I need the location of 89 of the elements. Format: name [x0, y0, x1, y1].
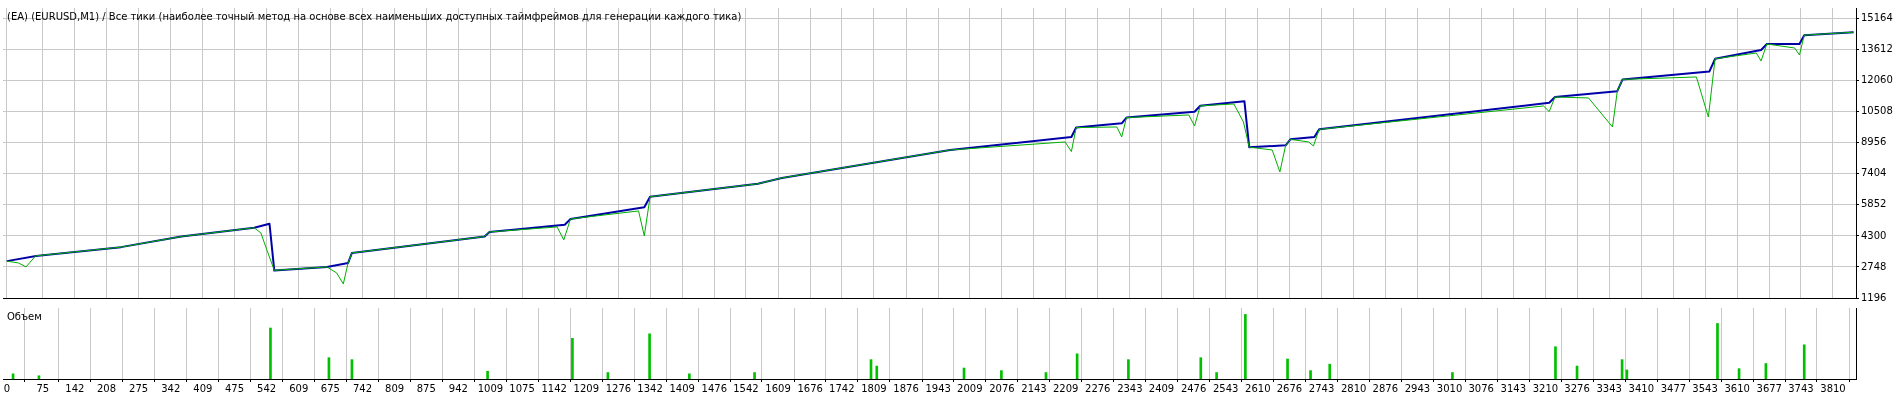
x-tick-label: 2876: [1372, 382, 1399, 394]
x-tick-label: 3543: [1692, 382, 1718, 394]
chart-title: (EA) (EURUSD,M1) / Все тики (наиболее точный метод на основе всех наименьших доступных таймфреймов для генерации каждого тика): [7, 10, 742, 22]
bar: [1554, 346, 1557, 379]
x-tick-label: 1142: [541, 382, 567, 394]
bar: [875, 365, 879, 379]
x-tick-label: 1876: [893, 382, 919, 394]
x-tick-label: 2676: [1276, 382, 1303, 394]
x-tick-label: 3810: [1820, 382, 1846, 394]
y-tick-label: 2748: [1861, 260, 1887, 272]
x-tick-label: 2810: [1340, 382, 1367, 394]
bar: [1127, 359, 1130, 379]
x-tick-label: 1809: [861, 382, 887, 394]
x-tick-label: 2343: [1117, 382, 1143, 394]
x-tick-label: 2543: [1212, 382, 1239, 394]
y-tick-label: 8956: [1861, 136, 1887, 148]
chart-title: Объем: [7, 310, 42, 322]
x-tick-label: 1409: [669, 382, 695, 394]
x-tick-label: 1342: [637, 382, 663, 394]
bar: [648, 333, 651, 379]
x-tick-label: 675: [320, 382, 340, 394]
x-tick-label: 742: [352, 382, 373, 394]
y-tick-label: 7404: [1861, 167, 1887, 179]
bar: [1328, 363, 1332, 379]
x-tick-label: 1609: [765, 382, 791, 394]
x-tick-label: 0: [3, 382, 11, 394]
y-tick-label: 5852: [1861, 198, 1887, 210]
x-tick-label: 3010: [1436, 382, 1463, 394]
x-tick-label: 3677: [1756, 382, 1782, 394]
x-tick-label: 475: [224, 382, 245, 394]
x-tick-label: 1676: [797, 382, 823, 394]
y-tick-label: 15164: [1861, 12, 1893, 24]
x-tick-label: 75: [36, 382, 50, 394]
bar: [688, 373, 691, 379]
x-tick-label: 2209: [1052, 382, 1079, 394]
bar: [1802, 344, 1806, 379]
x-tick-label: 542: [257, 382, 277, 394]
x-tick-label: 3743: [1788, 382, 1814, 394]
bar: [486, 370, 489, 379]
y-tick-label: 13612: [1861, 43, 1893, 55]
x-tick-label: 409: [193, 382, 213, 394]
x-tick-label: 1209: [573, 382, 600, 394]
x-tick-label: 208: [96, 382, 117, 394]
x-tick-label: 2476: [1180, 382, 1207, 394]
x-tick-label: 1542: [733, 382, 759, 394]
x-tick-label: 3410: [1628, 382, 1654, 394]
bar: [1451, 372, 1454, 379]
x-tick-label: 2143: [1021, 382, 1047, 394]
x-tick-label: 3143: [1500, 382, 1527, 394]
x-tick-label: 942: [448, 382, 468, 394]
x-tick-label: 275: [129, 382, 149, 394]
x-tick-label: 2076: [989, 382, 1015, 394]
x-tick-label: 2409: [1148, 382, 1175, 394]
bar: [1286, 358, 1289, 379]
bar: [571, 338, 574, 379]
bar: [1215, 372, 1218, 379]
x-tick-label: 1009: [477, 382, 504, 394]
x-tick-label: 609: [289, 382, 309, 394]
x-tick-label: 3610: [1724, 382, 1750, 394]
x-tick-label: 2943: [1404, 382, 1431, 394]
x-tick-label: 3477: [1660, 382, 1687, 394]
bar: [1309, 370, 1312, 379]
x-tick-label: 3276: [1564, 382, 1590, 394]
x-tick-label: 3210: [1532, 382, 1559, 394]
y-tick-label: 1196: [1861, 291, 1887, 303]
x-tick-label: 142: [65, 382, 85, 394]
x-tick-label: 1276: [605, 382, 632, 394]
x-tick-label: 2276: [1085, 382, 1111, 394]
x-tick-label: 1075: [509, 382, 535, 394]
x-tick-label: 1476: [701, 382, 728, 394]
x-tick-label: 1943: [925, 382, 951, 394]
bar: [1000, 370, 1003, 379]
y-tick-label: 12060: [1861, 74, 1893, 86]
x-tick-label: 2610: [1245, 382, 1271, 394]
bar: [1244, 314, 1247, 379]
bar: [269, 327, 272, 379]
bar: [1199, 357, 1203, 379]
y-tick-label: 10508: [1861, 105, 1893, 117]
x-tick-label: 2743: [1308, 382, 1335, 394]
y-tick-label: 4300: [1861, 229, 1887, 241]
x-tick-label: 1742: [829, 382, 855, 394]
x-tick-label: 3076: [1468, 382, 1494, 394]
x-tick-label: 875: [416, 382, 436, 394]
x-tick-label: 2009: [957, 382, 983, 394]
bar: [1716, 323, 1719, 379]
x-tick-label: 3343: [1596, 382, 1622, 394]
x-tick-label: 342: [161, 382, 181, 394]
bar: [753, 372, 756, 379]
x-tick-label: 809: [385, 382, 405, 394]
